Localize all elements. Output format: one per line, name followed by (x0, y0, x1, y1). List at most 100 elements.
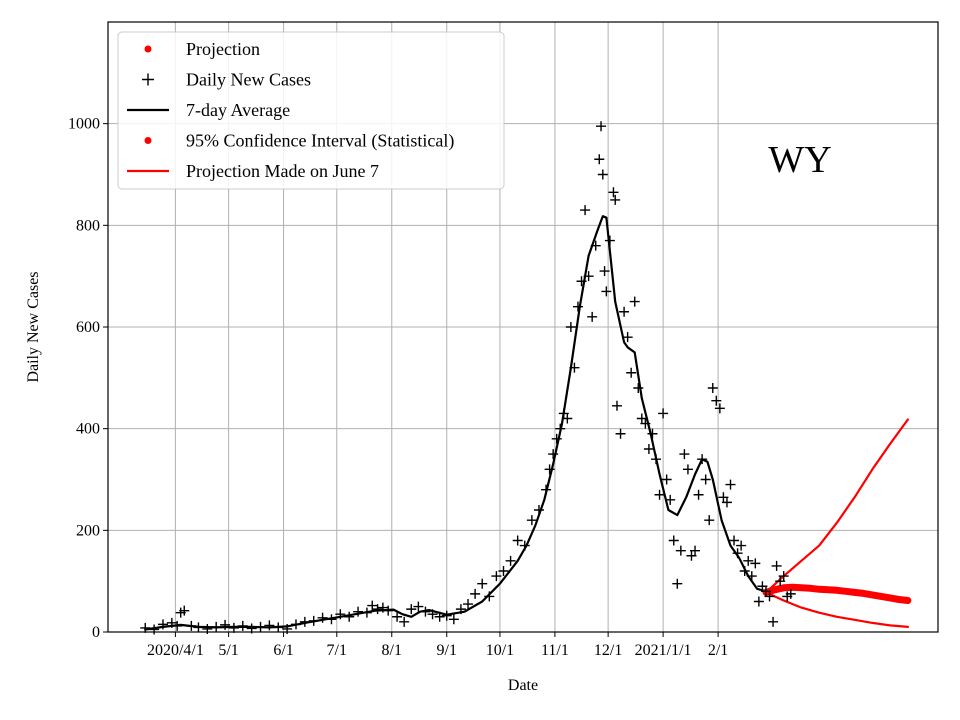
x-tick-label: 12/1 (594, 642, 622, 659)
daily-case-marker (512, 535, 523, 546)
daily-case-marker (228, 622, 239, 633)
daily-case-marker (601, 286, 612, 297)
daily-case-marker (778, 571, 789, 582)
daily-case-marker (477, 578, 488, 589)
daily-case-marker (711, 395, 722, 406)
daily-case-marker (420, 606, 431, 617)
daily-case-marker (455, 604, 466, 615)
daily-case-marker (757, 581, 768, 592)
daily-case-marker (211, 621, 222, 632)
daily-case-marker (237, 620, 248, 631)
daily-case-marker (721, 497, 732, 508)
legend-dot-marker (144, 137, 152, 144)
daily-case-marker (193, 622, 204, 633)
daily-case-marker (326, 614, 337, 625)
daily-case-marker (413, 601, 424, 612)
daily-case-marker (484, 591, 495, 602)
daily-case-marker (594, 154, 605, 165)
daily-case-marker (714, 403, 725, 414)
x-tick-label: 10/1 (486, 642, 514, 659)
daily-case-marker (505, 555, 516, 566)
daily-case-marker (377, 602, 388, 613)
daily-case-marker (344, 611, 355, 622)
daily-case-marker (686, 550, 697, 561)
x-tick-label: 2/1 (708, 642, 728, 659)
x-tick-label: 7/1 (327, 642, 347, 659)
daily-case-marker (172, 620, 183, 631)
daily-case-marker (651, 454, 662, 465)
daily-case-marker (640, 418, 651, 429)
daily-case-marker (746, 571, 757, 582)
daily-case-marker (441, 610, 452, 621)
x-tick-label: 9/1 (437, 642, 457, 659)
daily-case-marker (707, 383, 718, 393)
daily-case-marker (463, 599, 474, 610)
legend-box (117, 31, 505, 190)
daily-case-marker (544, 464, 555, 475)
x-tick-label: 2021/1/1 (635, 642, 692, 659)
legend-label: 7-day Average (186, 100, 290, 120)
daily-case-marker (626, 367, 637, 378)
daily-case-marker (725, 479, 736, 490)
y-tick-label: 400 (76, 421, 100, 438)
daily-case-marker (718, 492, 729, 503)
daily-case-marker (622, 332, 633, 343)
daily-case-marker (615, 428, 626, 439)
daily-case-marker (704, 515, 715, 526)
daily-case-marker (583, 271, 594, 282)
daily-case-marker (665, 494, 676, 505)
daily-case-marker (739, 566, 750, 576)
daily-case-marker (383, 605, 394, 616)
daily-case-marker (654, 489, 665, 500)
daily-case-marker (658, 408, 669, 419)
daily-case-marker (753, 596, 764, 607)
legend-dot-marker (144, 45, 152, 53)
daily-case-marker (308, 615, 319, 626)
daily-case-marker (335, 609, 346, 620)
daily-case-marker (700, 474, 711, 485)
daily-case-marker (693, 489, 704, 500)
y-axis-label: Daily New Cases (25, 271, 42, 382)
daily-case-marker (562, 413, 573, 424)
daily-case-marker (491, 571, 502, 582)
daily-case-marker (140, 622, 151, 633)
daily-case-marker (353, 606, 364, 617)
y-tick-label: 800 (76, 217, 100, 234)
daily-case-marker (179, 605, 190, 616)
daily-case-marker (760, 586, 771, 597)
daily-case-marker (149, 624, 160, 635)
y-tick-label: 600 (76, 319, 100, 336)
x-tick-label: 11/1 (541, 642, 569, 659)
legend-label: Projection Made on June 7 (186, 161, 379, 181)
daily-case-marker (633, 383, 644, 393)
daily-case-marker (736, 540, 747, 551)
daily-case-marker (732, 548, 743, 559)
daily-case-marker (682, 464, 693, 475)
daily-case-marker (590, 240, 601, 251)
legend-label: Projection (186, 39, 260, 59)
daily-case-marker (743, 555, 754, 566)
daily-case-marker (785, 588, 796, 599)
daily-case-marker (519, 540, 530, 551)
daily-case-marker (361, 607, 372, 618)
daily-case-marker (290, 619, 301, 630)
daily-case-marker (372, 604, 383, 615)
daily-case-marker (750, 558, 761, 569)
daily-case-marker (255, 621, 266, 632)
daily-case-marker (399, 616, 410, 627)
daily-case-marker (548, 449, 559, 460)
daily-case-marker (558, 408, 569, 419)
daily-case-marker (299, 616, 310, 627)
daily-case-marker (569, 362, 580, 373)
daily-case-marker (610, 194, 621, 205)
daily-case-marker (317, 612, 328, 623)
state-label: WY (768, 139, 831, 181)
daily-case-marker (551, 433, 562, 444)
legend-label: Daily New Cases (186, 70, 311, 90)
y-tick-label: 0 (92, 624, 100, 641)
daily-case-marker (367, 600, 378, 611)
daily-case-marker (672, 578, 683, 589)
daily-case-marker (526, 515, 537, 526)
daily-case-marker (771, 560, 782, 571)
